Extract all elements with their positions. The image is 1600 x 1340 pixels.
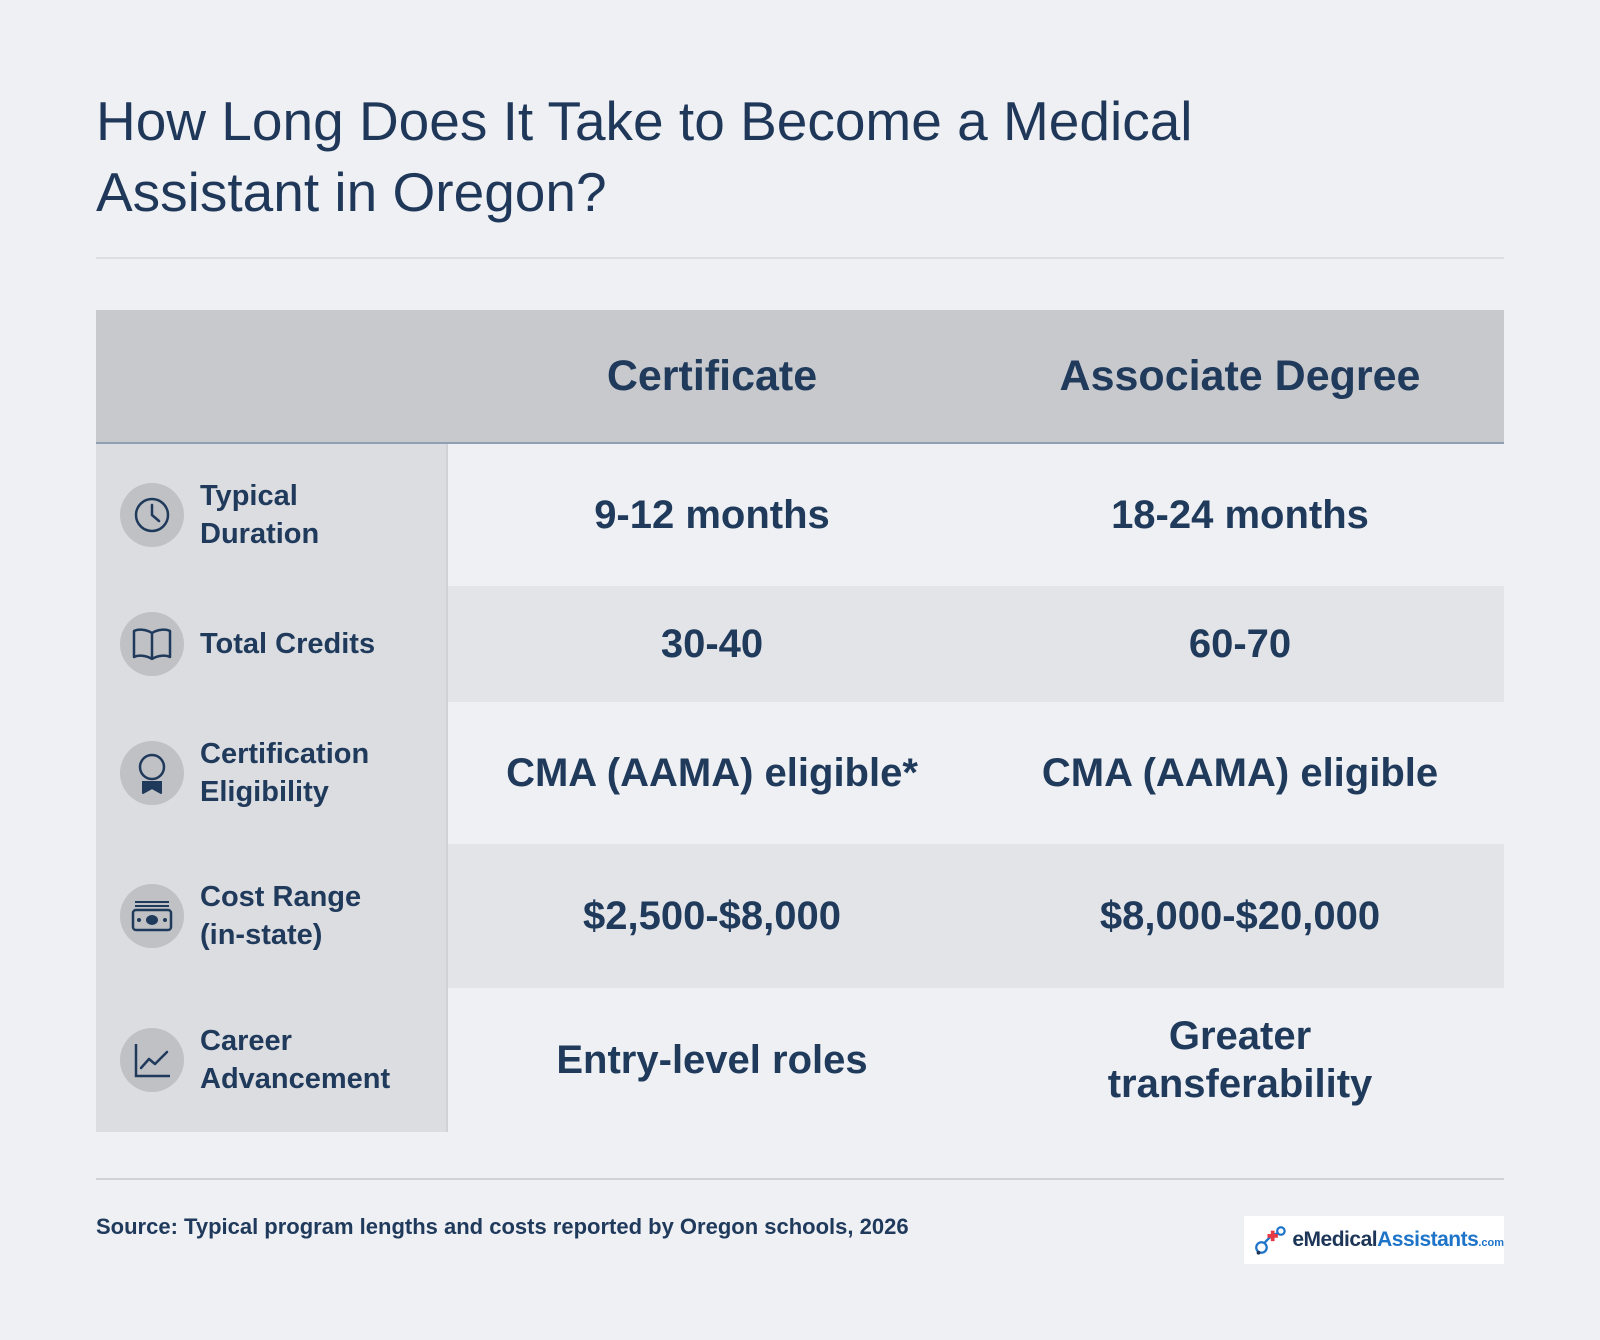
cell-associate: Greater transferability [976, 988, 1504, 1132]
table-row-career: Career Advancement Entry-level roles Gre… [96, 988, 1504, 1132]
cell-certificate: 30-40 [448, 586, 976, 702]
money-icon [120, 884, 184, 948]
table-row-credits: Total Credits 30-40 60-70 [96, 586, 1504, 702]
book-icon [120, 612, 184, 676]
row-label-line-1: Typical [200, 480, 298, 512]
table-row-cost: Cost Range (in-state) $2,500-$8,000 $8,0… [96, 844, 1504, 988]
cell-associate: $8,000-$20,000 [976, 844, 1504, 988]
cell-certificate: $2,500-$8,000 [448, 844, 976, 988]
logo-part-1: eMedical [1292, 1228, 1378, 1251]
chart-line-icon [120, 1028, 184, 1092]
row-label-cell: Total Credits [96, 586, 448, 702]
row-label-line-1: Certification [200, 738, 370, 770]
cell-associate: CMA (AAMA) eligible [976, 702, 1504, 844]
column-header-certificate: Certificate [606, 351, 818, 400]
cell-associate-line-1: Greater [1168, 1014, 1312, 1058]
cell-certificate: Entry-level roles [448, 988, 976, 1132]
row-label-line-1: Cost Range [200, 881, 362, 913]
row-label-cell: Certification Eligibility [96, 702, 448, 844]
row-label-cell: Career Advancement [96, 988, 448, 1132]
cell-associate: 18-24 months [976, 444, 1504, 586]
cell-certificate: 9-12 months [448, 444, 976, 586]
award-ribbon-icon [120, 741, 184, 805]
title-divider [96, 257, 1504, 259]
row-label-line-2: Eligibility [200, 776, 329, 808]
column-header-associate: Associate Degree [1059, 351, 1421, 400]
logo-part-2: Assistants [1377, 1228, 1479, 1251]
page-title: How Long Does It Take to Become a Medica… [96, 86, 1396, 228]
row-label: Typical Duration [200, 477, 319, 553]
table-row-duration: Typical Duration 9-12 months 18-24 month… [96, 444, 1504, 586]
brand-logo: eMedicalAssistants.com [1244, 1216, 1504, 1264]
table-header: Certificate Associate Degree [96, 310, 1504, 444]
table-row-certification: Certification Eligibility CMA (AAMA) eli… [96, 702, 1504, 844]
cell-certificate: CMA (AAMA) eligible* [448, 702, 976, 844]
row-label-line-2: (in-state) [200, 919, 323, 951]
medical-cross-logo-icon [1255, 1226, 1286, 1255]
footer-divider [96, 1178, 1504, 1180]
row-label-line-2: Advancement [200, 1063, 391, 1095]
cell-associate-line-2: transferability [1107, 1062, 1373, 1106]
logo-part-3: .com [1478, 1237, 1504, 1249]
cell-associate: 60-70 [976, 586, 1504, 702]
logo-wordmark: eMedicalAssistants.com [1292, 1228, 1504, 1252]
row-label-cell: Typical Duration [96, 444, 448, 586]
row-label: Cost Range (in-state) [200, 878, 361, 954]
comparison-table: Certificate Associate Degree Typical Dur… [96, 310, 1504, 1132]
row-label-line-1: Career [200, 1025, 292, 1057]
row-label: Career Advancement [200, 1022, 390, 1098]
row-label: Total Credits [200, 628, 376, 660]
row-label: Certification Eligibility [200, 735, 369, 811]
row-label-cell: Cost Range (in-state) [96, 844, 448, 988]
title-line-2: Assistant in Oregon? [96, 161, 607, 223]
title-line-1: How Long Does It Take to Become a Medica… [96, 90, 1193, 152]
clock-icon [120, 483, 184, 547]
row-label-line-2: Duration [200, 518, 320, 550]
source-note: Source: Typical program lengths and cost… [96, 1214, 909, 1239]
